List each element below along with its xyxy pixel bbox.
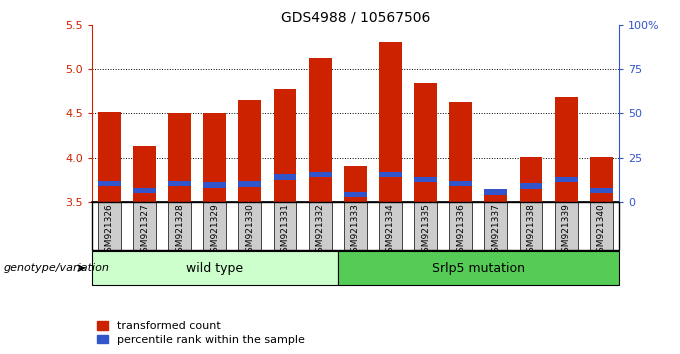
Text: GSM921335: GSM921335 <box>421 203 430 258</box>
Bar <box>133 202 156 250</box>
Bar <box>168 113 191 202</box>
Text: GSM921336: GSM921336 <box>456 203 465 258</box>
Bar <box>239 100 261 202</box>
Text: GSM921330: GSM921330 <box>245 203 254 258</box>
Bar <box>239 202 261 250</box>
Bar <box>555 97 577 202</box>
Bar <box>344 202 367 250</box>
Bar <box>520 183 543 189</box>
Text: GSM921327: GSM921327 <box>140 203 149 258</box>
Bar <box>309 172 332 177</box>
Bar <box>379 42 402 202</box>
Bar <box>414 83 437 202</box>
Text: GSM921326: GSM921326 <box>105 203 114 258</box>
Text: GSM921332: GSM921332 <box>316 203 324 258</box>
Bar <box>239 181 261 187</box>
Bar <box>590 157 613 202</box>
Text: GSM921329: GSM921329 <box>210 203 219 258</box>
Bar <box>449 181 472 186</box>
Bar <box>379 202 402 250</box>
Text: GSM921338: GSM921338 <box>526 203 535 258</box>
Bar <box>590 202 613 250</box>
Bar <box>484 189 507 195</box>
Text: GSM921340: GSM921340 <box>597 203 606 258</box>
Bar <box>344 166 367 202</box>
Bar <box>338 251 619 285</box>
Bar <box>168 181 191 186</box>
Bar <box>133 146 156 202</box>
Text: GSM921337: GSM921337 <box>492 203 500 258</box>
Text: genotype/variation: genotype/variation <box>3 263 109 273</box>
Bar <box>555 202 577 250</box>
Bar <box>203 202 226 250</box>
Text: wild type: wild type <box>186 262 243 275</box>
Text: GSM921331: GSM921331 <box>281 203 290 258</box>
Bar <box>203 182 226 188</box>
Bar <box>414 177 437 182</box>
Bar <box>273 175 296 180</box>
Text: Srlp5 mutation: Srlp5 mutation <box>432 262 525 275</box>
Text: GSM921328: GSM921328 <box>175 203 184 258</box>
Bar <box>555 177 577 182</box>
Bar <box>309 58 332 202</box>
Bar <box>133 188 156 193</box>
Bar <box>92 251 338 285</box>
Text: GSM921334: GSM921334 <box>386 203 395 258</box>
Legend: transformed count, percentile rank within the sample: transformed count, percentile rank withi… <box>97 321 305 345</box>
Text: GSM921333: GSM921333 <box>351 203 360 258</box>
Bar <box>484 202 507 250</box>
Bar <box>344 192 367 198</box>
Bar <box>520 202 543 250</box>
Bar <box>98 112 121 202</box>
Bar <box>484 189 507 202</box>
Bar <box>273 88 296 202</box>
Bar <box>414 202 437 250</box>
Bar <box>273 202 296 250</box>
Bar <box>98 181 121 186</box>
Bar <box>379 172 402 177</box>
Bar <box>449 202 472 250</box>
Text: GSM921339: GSM921339 <box>562 203 571 258</box>
Text: GDS4988 / 10567506: GDS4988 / 10567506 <box>281 11 430 25</box>
Bar <box>309 202 332 250</box>
Bar <box>590 188 613 193</box>
Bar <box>168 202 191 250</box>
Bar <box>520 157 543 202</box>
Bar <box>449 102 472 202</box>
Bar <box>98 202 121 250</box>
Bar <box>203 113 226 202</box>
